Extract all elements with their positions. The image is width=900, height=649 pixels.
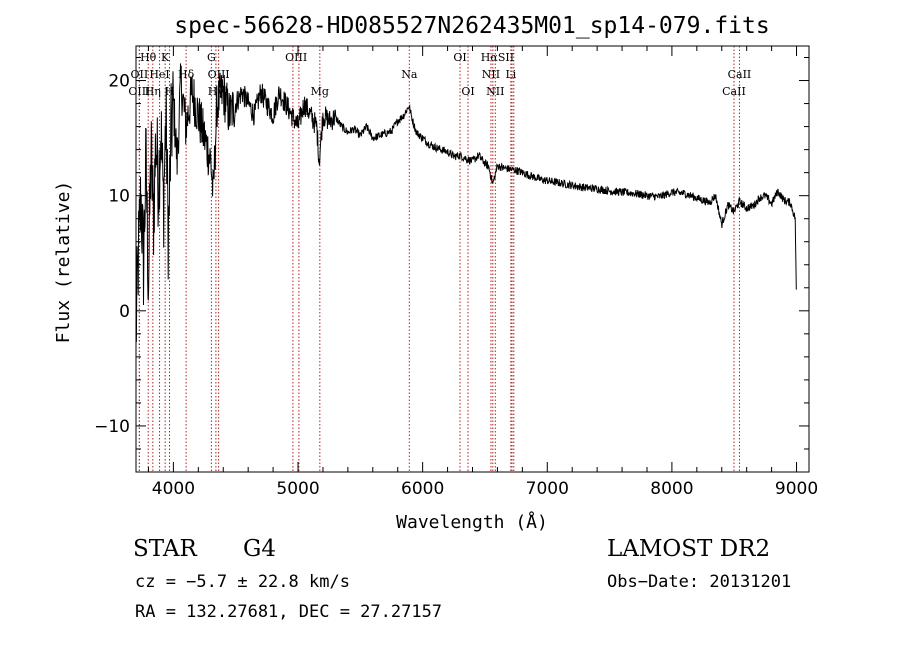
- line-label-5: HαSII: [481, 51, 514, 64]
- object-class: G4: [243, 536, 277, 562]
- line-label-16: H: [165, 85, 175, 98]
- line-label-15: Hη: [145, 85, 161, 98]
- y-tick-label: 0: [119, 302, 130, 322]
- line-label-19: OI: [461, 85, 474, 98]
- y-tick-label: −10: [94, 417, 130, 437]
- line-label-1: K: [161, 51, 170, 64]
- line-label-0: Hθ: [140, 51, 157, 64]
- x-tick-label: 7000: [526, 479, 569, 499]
- line-label-6: OII: [131, 68, 149, 81]
- x-tick-label: 9000: [775, 479, 818, 499]
- x-tick-label: 8000: [650, 479, 693, 499]
- plot-frame: [135, 45, 810, 473]
- line-label-9: OIII: [208, 68, 230, 81]
- line-label-18: Mg: [311, 85, 329, 98]
- object-type: STAR: [133, 536, 197, 562]
- line-label-10: Na: [401, 68, 418, 81]
- line-label-3: OIII: [285, 51, 307, 64]
- y-tick-label: 10: [108, 187, 130, 207]
- observation-date: Obs−Date: 20131201: [607, 572, 792, 592]
- x-tick-label: 5000: [276, 479, 319, 499]
- y-tick-label: 20: [108, 72, 130, 92]
- axis-ticks: 4000 5000 6000 7000 8000 9000 −10 0 10 20: [94, 46, 818, 499]
- line-label-11: NII: [482, 68, 500, 81]
- spectrum-line: [135, 63, 797, 343]
- x-tick-label: 6000: [401, 479, 444, 499]
- line-label-13: CaII: [728, 68, 752, 81]
- line-label-12: Li: [505, 68, 516, 81]
- spectrum-series: [135, 63, 797, 343]
- line-label-4: OI: [453, 51, 466, 64]
- line-label-14: OIII: [128, 85, 150, 98]
- line-label-20: NII: [486, 85, 504, 98]
- x-tick-label: 4000: [152, 479, 195, 499]
- redshift-velocity: cz = −5.7 ± 22.8 km/s: [135, 572, 350, 592]
- survey-name: LAMOST DR2: [607, 536, 771, 562]
- chart-title: spec-56628-HD085527N262435M01_sp14-079.f…: [174, 13, 769, 39]
- line-label-21: CaII: [722, 85, 746, 98]
- y-axis-label: Flux (relative): [53, 181, 74, 344]
- line-label-7: HeI: [149, 68, 169, 81]
- coordinates: RA = 132.27681, DEC = 27.27157: [135, 602, 443, 622]
- line-label-2: G: [207, 51, 216, 64]
- x-axis-label: Wavelength (Å): [396, 511, 548, 533]
